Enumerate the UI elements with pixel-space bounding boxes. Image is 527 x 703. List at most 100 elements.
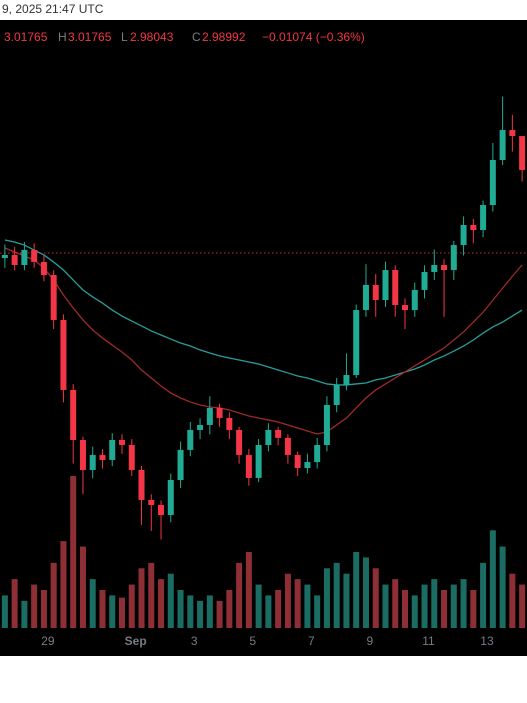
candle-body (1, 254, 8, 259)
volume-bar (187, 595, 194, 628)
candle-body (323, 405, 330, 446)
candle-body (499, 130, 506, 161)
change-value: −0.01074 (−0.36%) (262, 30, 365, 44)
x-tick-label: Sep (125, 634, 147, 648)
volume-bar (333, 562, 340, 628)
volume-bar (304, 584, 311, 628)
candle-body (470, 224, 477, 231)
high-value: 3.01765 (68, 30, 112, 44)
volume-bar (265, 595, 272, 628)
x-tick-label: 5 (249, 634, 256, 648)
volume-bar (40, 590, 47, 628)
volume-bar (148, 562, 155, 628)
candle-body (109, 440, 116, 460)
moving-average-line (4, 239, 523, 386)
candle-body (187, 429, 194, 450)
volume-bar (99, 590, 106, 628)
volume-bar (314, 595, 321, 628)
volume-bar (284, 573, 291, 628)
close-label: C (192, 30, 201, 44)
candle-body (362, 284, 369, 311)
candle-body (275, 429, 282, 438)
candle-body (148, 499, 155, 505)
volume-bar (206, 595, 213, 628)
volume-bar (294, 579, 301, 628)
candle-body (284, 437, 291, 455)
volume-bar (197, 600, 204, 628)
x-tick-label: 29 (41, 634, 55, 648)
volume-bar (236, 562, 243, 628)
volume-bar (70, 476, 77, 628)
volume-bar (245, 552, 252, 628)
status-time: 9, 2025 21:47 UTC (2, 2, 104, 16)
candle-body (314, 445, 321, 463)
candle-body (304, 462, 311, 469)
volume-bar (21, 600, 28, 628)
volume-bar (109, 595, 116, 628)
candle-body (70, 389, 77, 441)
candle-body (353, 310, 360, 376)
candle-body (372, 284, 379, 301)
close-value: 2.98992 (202, 30, 246, 44)
volume-bar (128, 584, 135, 628)
candle-body (31, 249, 38, 262)
volume-bar (392, 579, 399, 628)
volume-bar (450, 584, 457, 628)
volume-bar (158, 579, 165, 628)
volume-bar (255, 584, 262, 628)
volume-bar (509, 573, 516, 628)
candle-body (177, 449, 184, 481)
ohlc-header: 3.01765 H 3.01765 L 2.98043 C 2.98992 −0… (4, 30, 365, 44)
candle-body (441, 265, 448, 271)
volume-bar (421, 584, 428, 628)
plot-area (0, 96, 527, 628)
candle-body (421, 271, 428, 290)
candle-body (197, 424, 204, 430)
volume-bar (343, 573, 350, 628)
volume-bar (519, 584, 526, 628)
candle-body (206, 407, 213, 425)
candle-body (519, 136, 526, 171)
x-tick-label: 3 (191, 634, 198, 648)
candle-body (460, 224, 467, 246)
candle-body (382, 270, 389, 301)
candle-body (118, 440, 125, 446)
volume-bar (275, 590, 282, 628)
x-tick-label: 9 (367, 634, 374, 648)
volume-bar (402, 590, 409, 628)
volume-bar (60, 541, 67, 628)
volume-bar (460, 579, 467, 628)
x-tick-label: 11 (422, 634, 435, 648)
candle-body (216, 407, 223, 418)
volume-bar (323, 568, 330, 628)
volume-bar (50, 562, 57, 628)
candle-body (245, 454, 252, 478)
candle-body (11, 254, 18, 266)
footer (0, 656, 527, 703)
candle-body (392, 270, 399, 306)
volume-bar (362, 557, 369, 628)
candle-body (450, 245, 457, 271)
candle-body (89, 454, 96, 470)
volume-bar (216, 600, 223, 628)
candle-body (226, 417, 233, 430)
plot-background (0, 20, 527, 656)
candle-body (40, 261, 47, 276)
candle-body (333, 384, 340, 406)
x-tick-label: 13 (480, 634, 494, 648)
volume-bar (382, 584, 389, 628)
candle-body (411, 289, 418, 311)
volume-bar (499, 546, 506, 628)
candle-body (509, 130, 516, 137)
volume-bar (470, 590, 477, 628)
candle-body (236, 429, 243, 455)
volume-bar (89, 579, 96, 628)
volume-bar (441, 590, 448, 628)
open-value: 3.01765 (4, 30, 48, 44)
candle-body (343, 375, 350, 385)
candle-body (167, 480, 174, 516)
candle-body (60, 319, 67, 390)
volume-bar (138, 568, 145, 628)
volume-bar (11, 579, 18, 628)
